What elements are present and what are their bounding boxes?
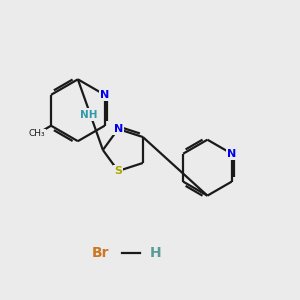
Text: S: S [114, 166, 122, 176]
Text: CH₃: CH₃ [29, 129, 45, 138]
Text: N: N [100, 90, 109, 100]
Text: Br: Br [91, 246, 109, 260]
Text: H: H [150, 246, 162, 260]
Text: NH: NH [80, 110, 98, 120]
Text: N: N [113, 124, 123, 134]
Text: N: N [227, 149, 236, 159]
